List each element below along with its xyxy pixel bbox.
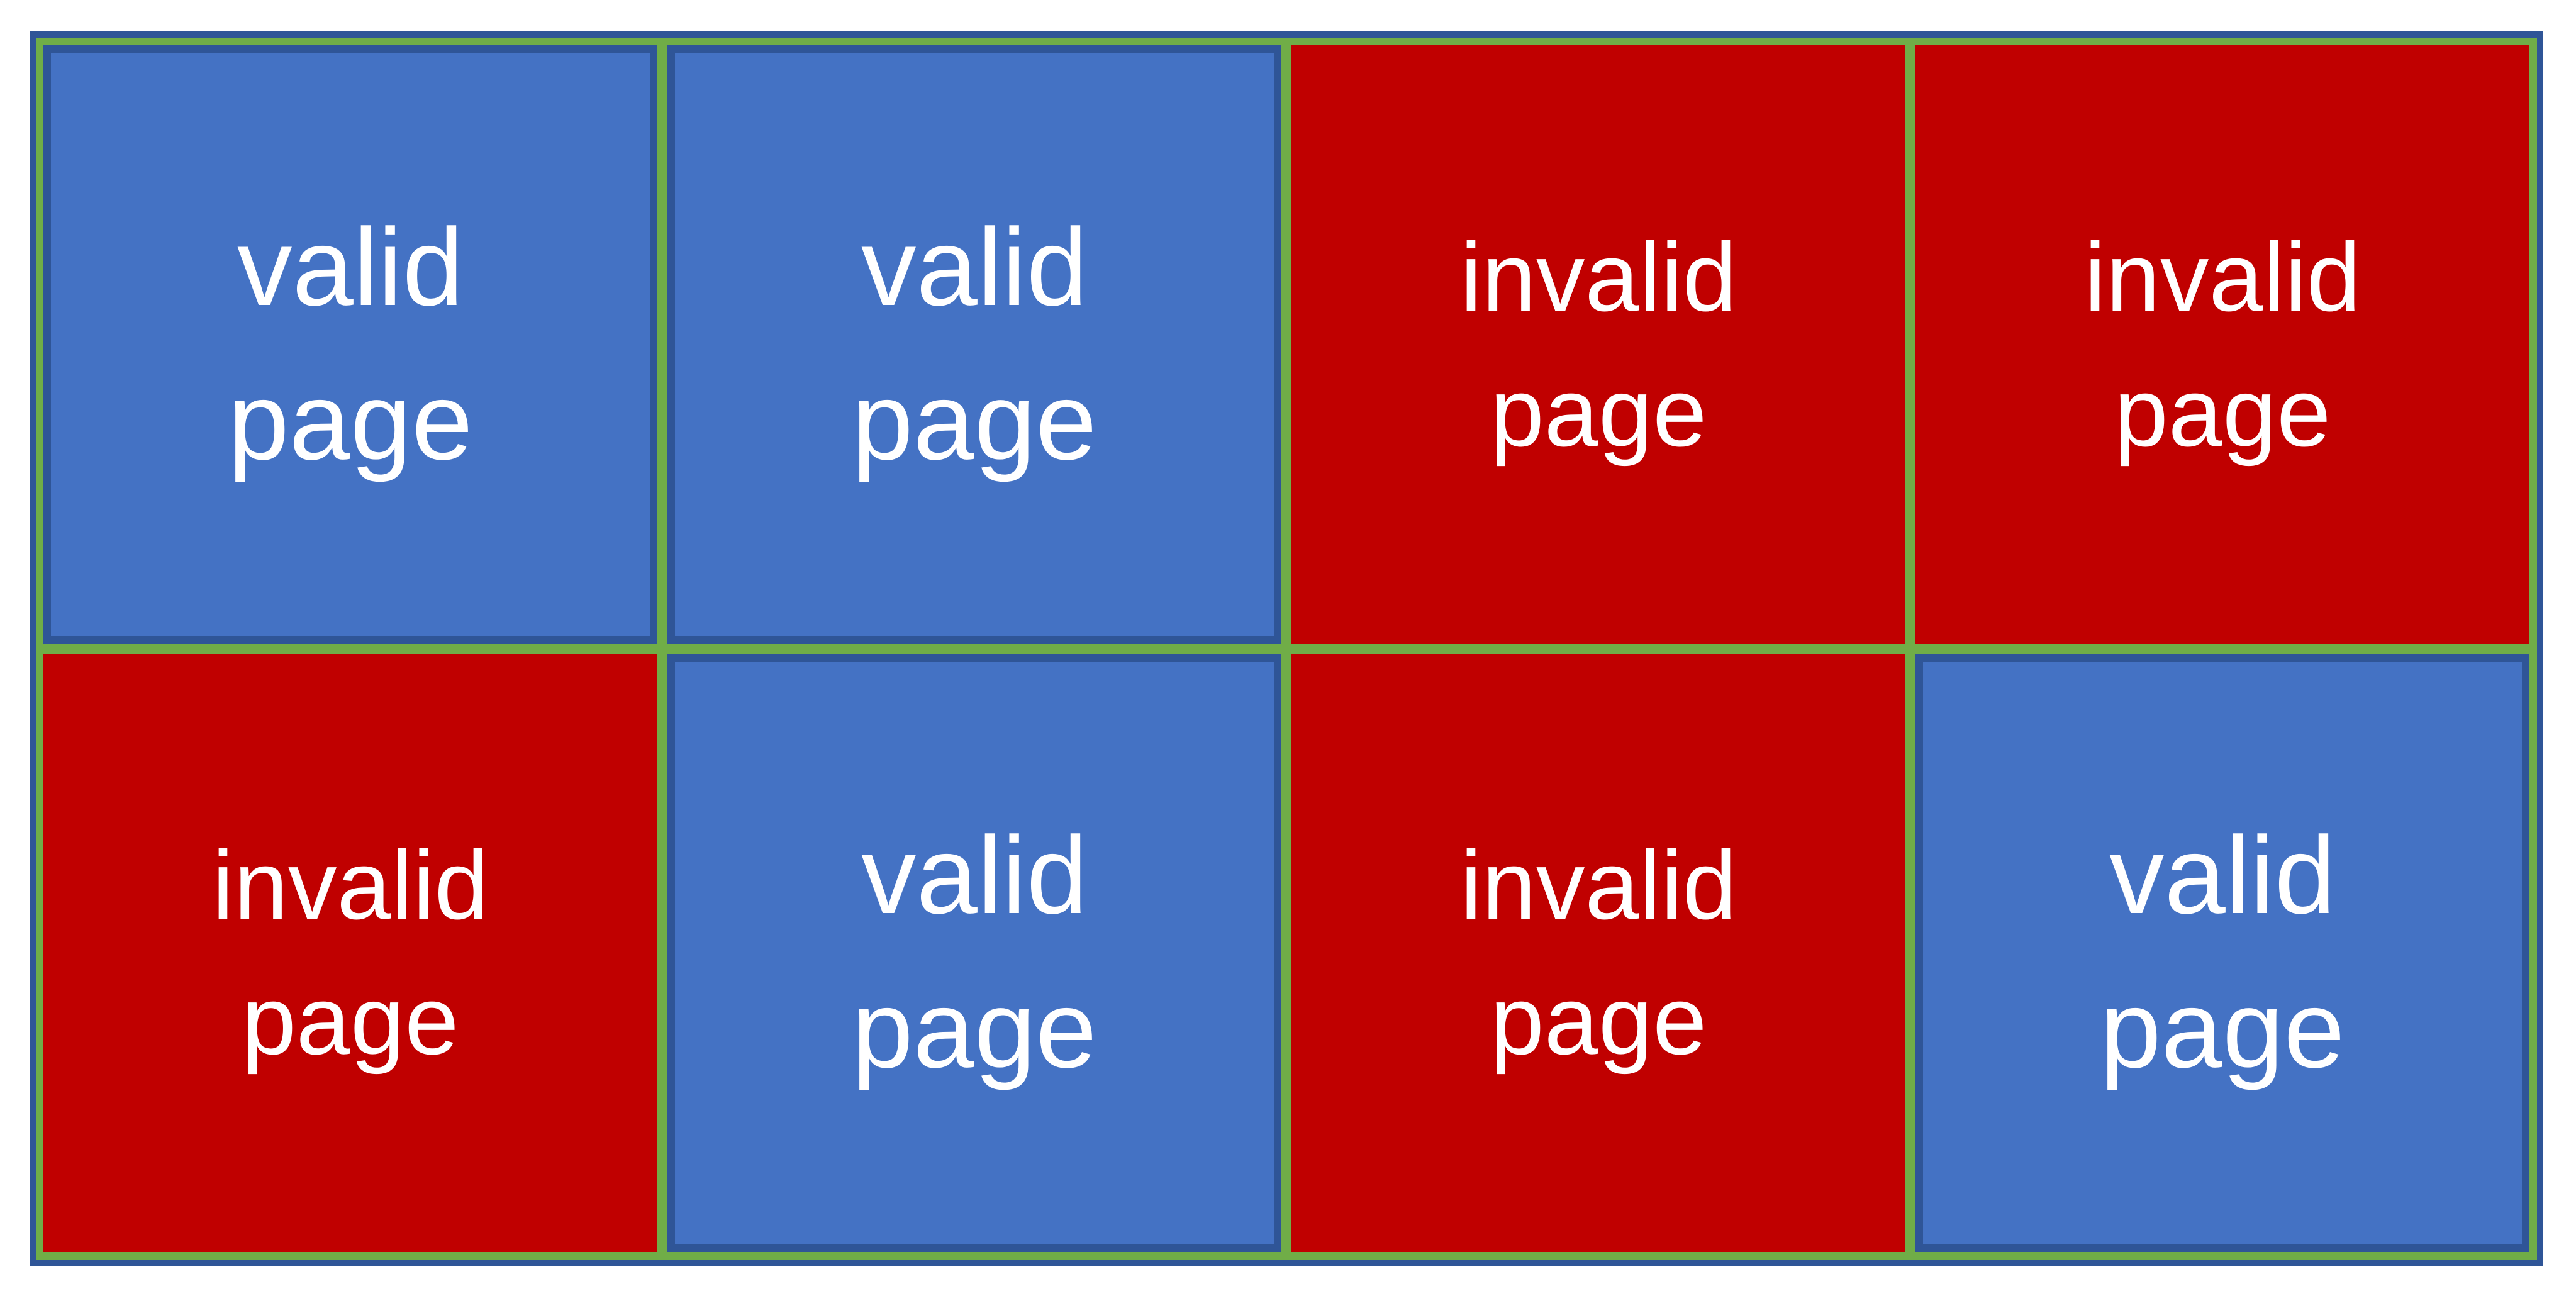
page-cell-status-text: valid [2109,814,2336,938]
page-cell-status-text: invalid [212,831,489,940]
page-cell-page-text: page [2114,357,2331,467]
page-cell-page-text: page [1490,357,1707,467]
page-cell-status-text: valid [861,814,1088,938]
page-cell-8: valid page [1915,653,2529,1252]
page-cell-page-text: page [1490,966,1707,1075]
page-cell-status-text: valid [237,206,464,329]
page-cell-status-text: invalid [1460,222,1737,331]
page-cell-label: valid page [228,191,472,499]
page-cell-page-text: page [228,360,473,483]
page-cell-page-text: page [852,360,1097,483]
page-cell-2: valid page [667,45,1281,644]
page-cell-status-text: valid [861,206,1088,329]
page-cell-label: valid page [2100,799,2345,1107]
page-cell-page-text: page [242,966,459,1075]
page-cell-1: valid page [43,45,657,644]
page-grid-frame: valid page valid page invalid page inval… [30,31,2543,1266]
page-cell-label: invalid page [1460,209,1736,480]
page-cell-3: invalid page [1291,45,1905,644]
page-grid: valid page valid page invalid page inval… [43,45,2529,1252]
page-cell-5: invalid page [43,653,657,1252]
page-cell-label: valid page [852,799,1096,1107]
page-cell-7: invalid page [1291,653,1905,1252]
page-cell-6: valid page [667,653,1281,1252]
page-cell-label: valid page [852,191,1096,499]
page-cell-page-text: page [2100,968,2345,1092]
page-cell-label: invalid page [212,817,488,1088]
page-cell-label: invalid page [2084,209,2360,480]
page-cell-status-text: invalid [1460,831,1737,940]
page-cell-page-text: page [852,968,1097,1092]
page-cell-4: invalid page [1915,45,2529,644]
page-cell-label: invalid page [1460,817,1736,1088]
page-cell-status-text: invalid [2084,222,2361,331]
